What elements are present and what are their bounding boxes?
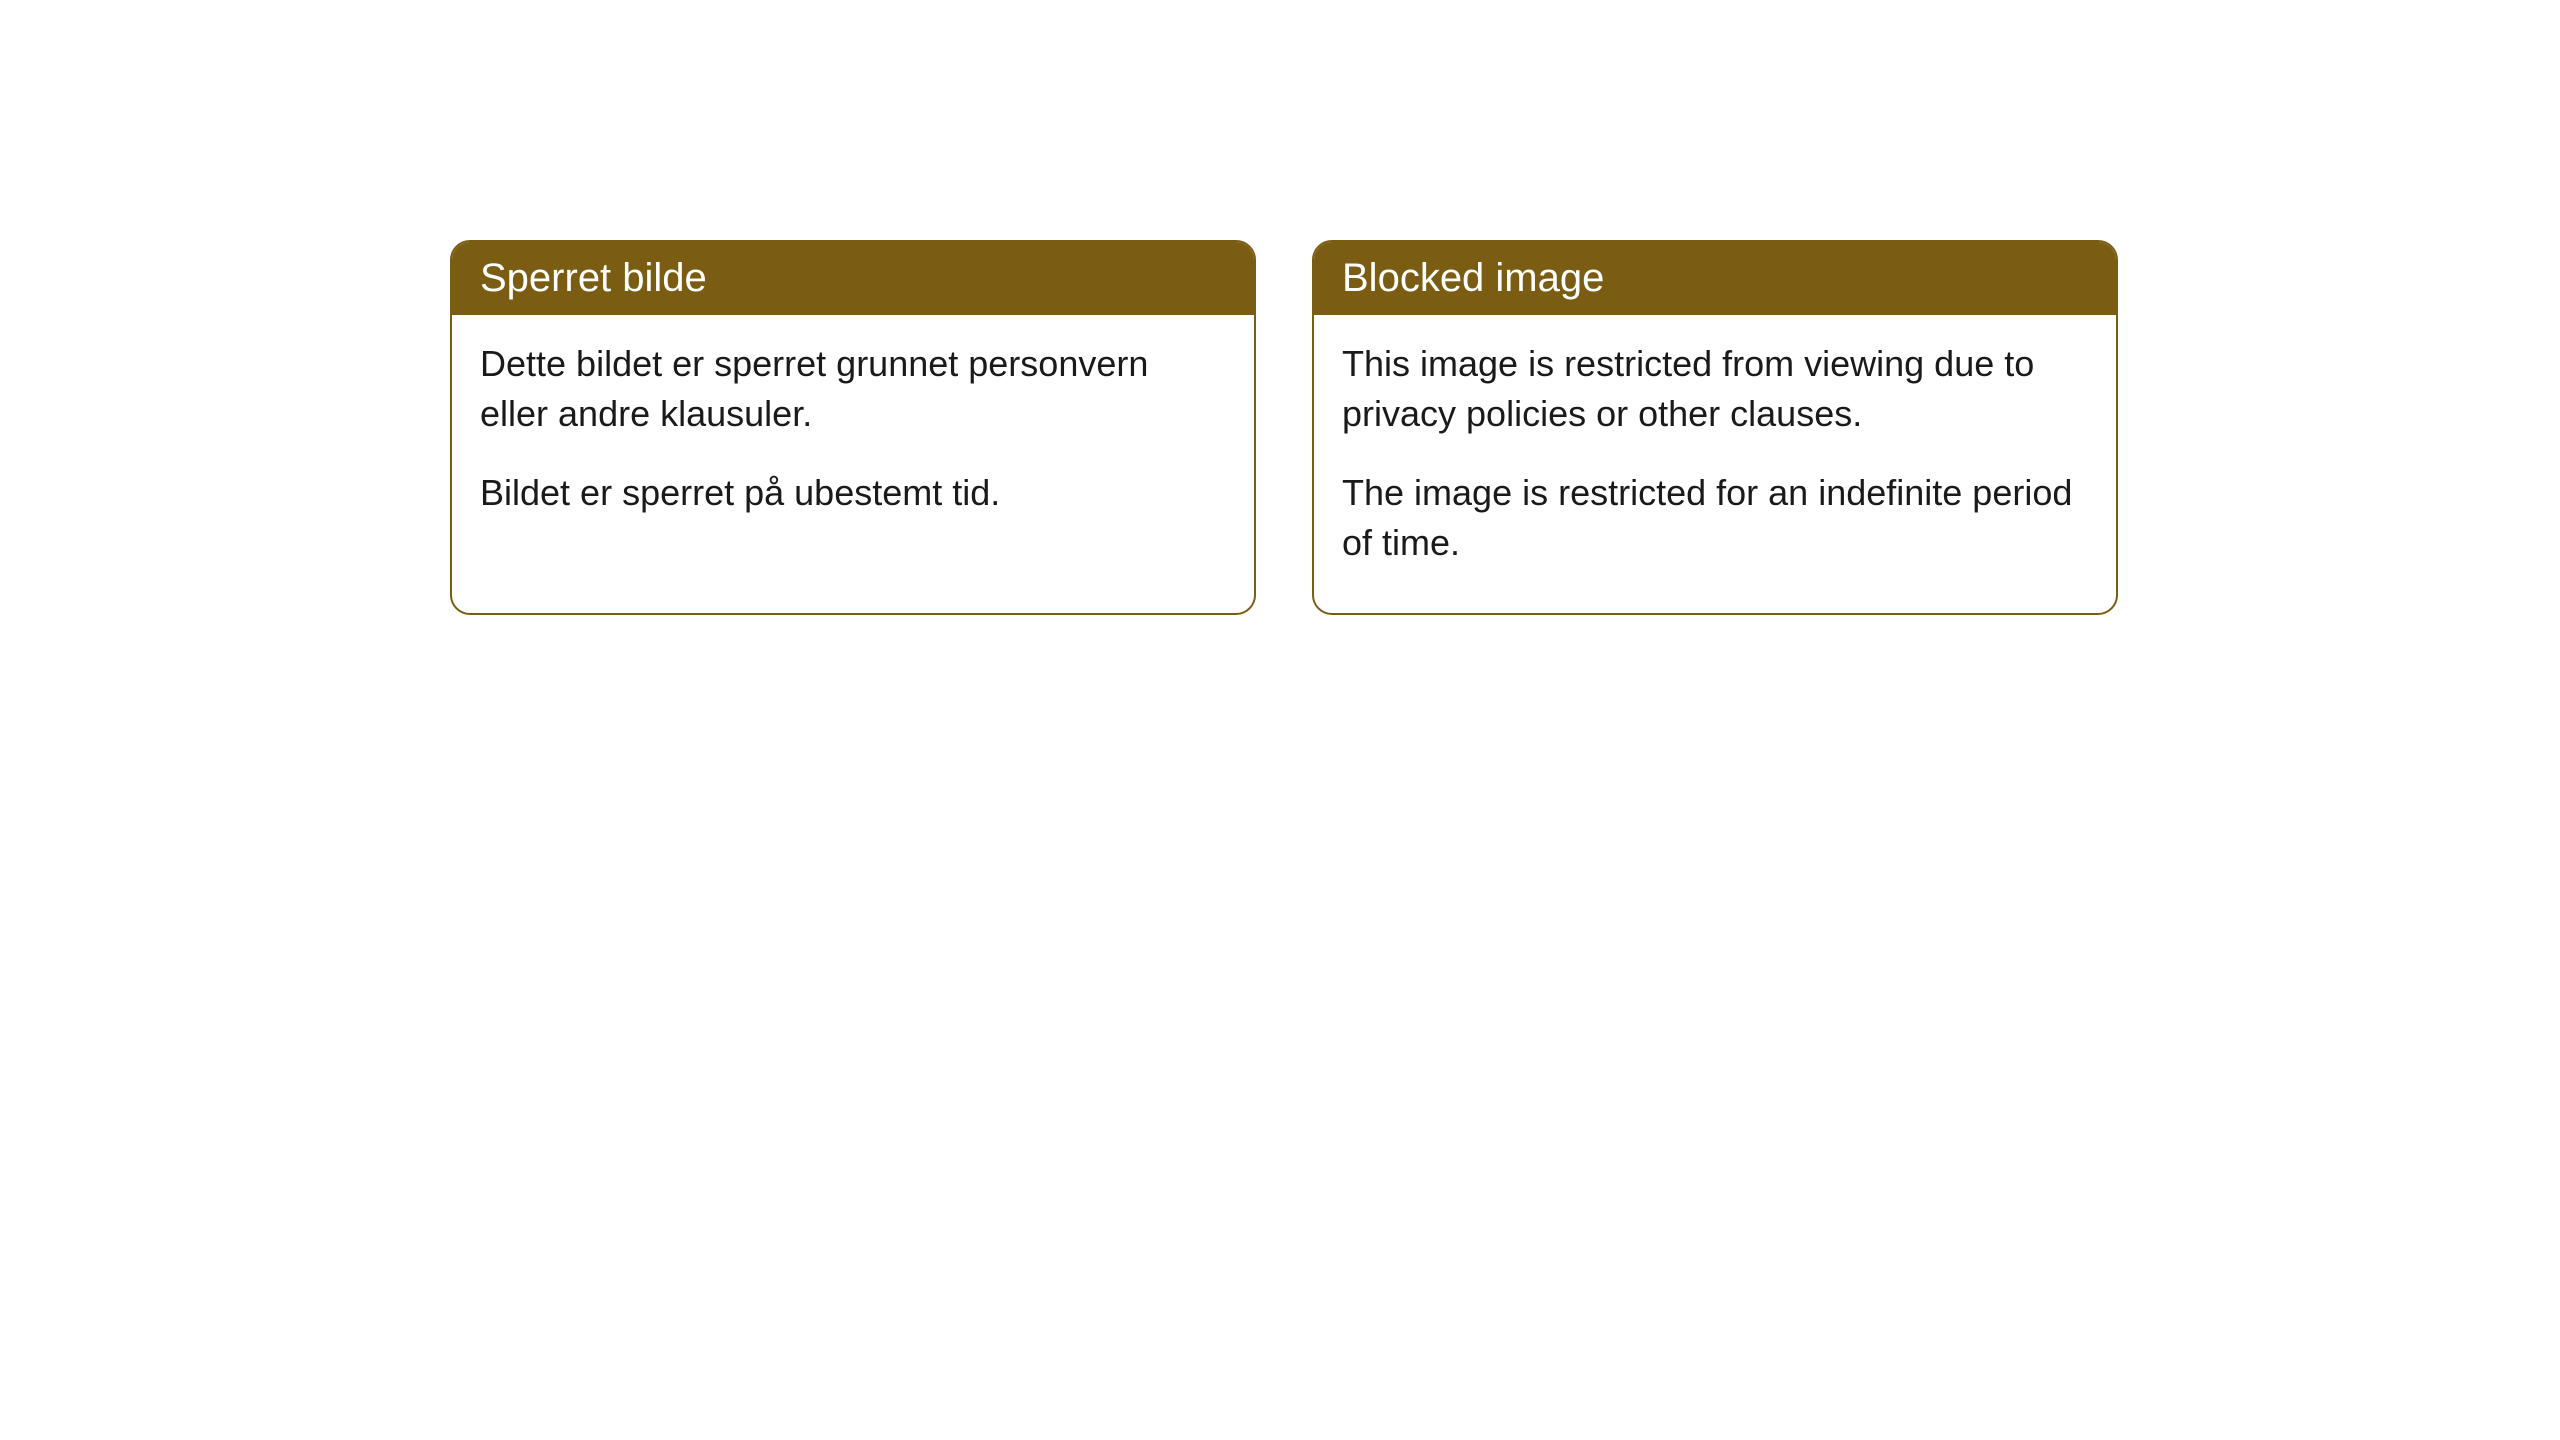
card-english: Blocked image This image is restricted f…: [1312, 240, 2118, 615]
card-header-english: Blocked image: [1314, 242, 2116, 315]
card-title-english: Blocked image: [1342, 256, 1604, 300]
card-body-english: This image is restricted from viewing du…: [1314, 315, 2116, 613]
card-norwegian: Sperret bilde Dette bildet er sperret gr…: [450, 240, 1256, 615]
card-header-norwegian: Sperret bilde: [452, 242, 1254, 315]
card-body-norwegian: Dette bildet er sperret grunnet personve…: [452, 315, 1254, 562]
card-title-norwegian: Sperret bilde: [480, 256, 707, 300]
card-paragraph-2-norwegian: Bildet er sperret på ubestemt tid.: [480, 468, 1226, 518]
card-paragraph-2-english: The image is restricted for an indefinit…: [1342, 468, 2088, 569]
cards-container: Sperret bilde Dette bildet er sperret gr…: [450, 240, 2560, 615]
card-paragraph-1-english: This image is restricted from viewing du…: [1342, 339, 2088, 440]
card-paragraph-1-norwegian: Dette bildet er sperret grunnet personve…: [480, 339, 1226, 440]
